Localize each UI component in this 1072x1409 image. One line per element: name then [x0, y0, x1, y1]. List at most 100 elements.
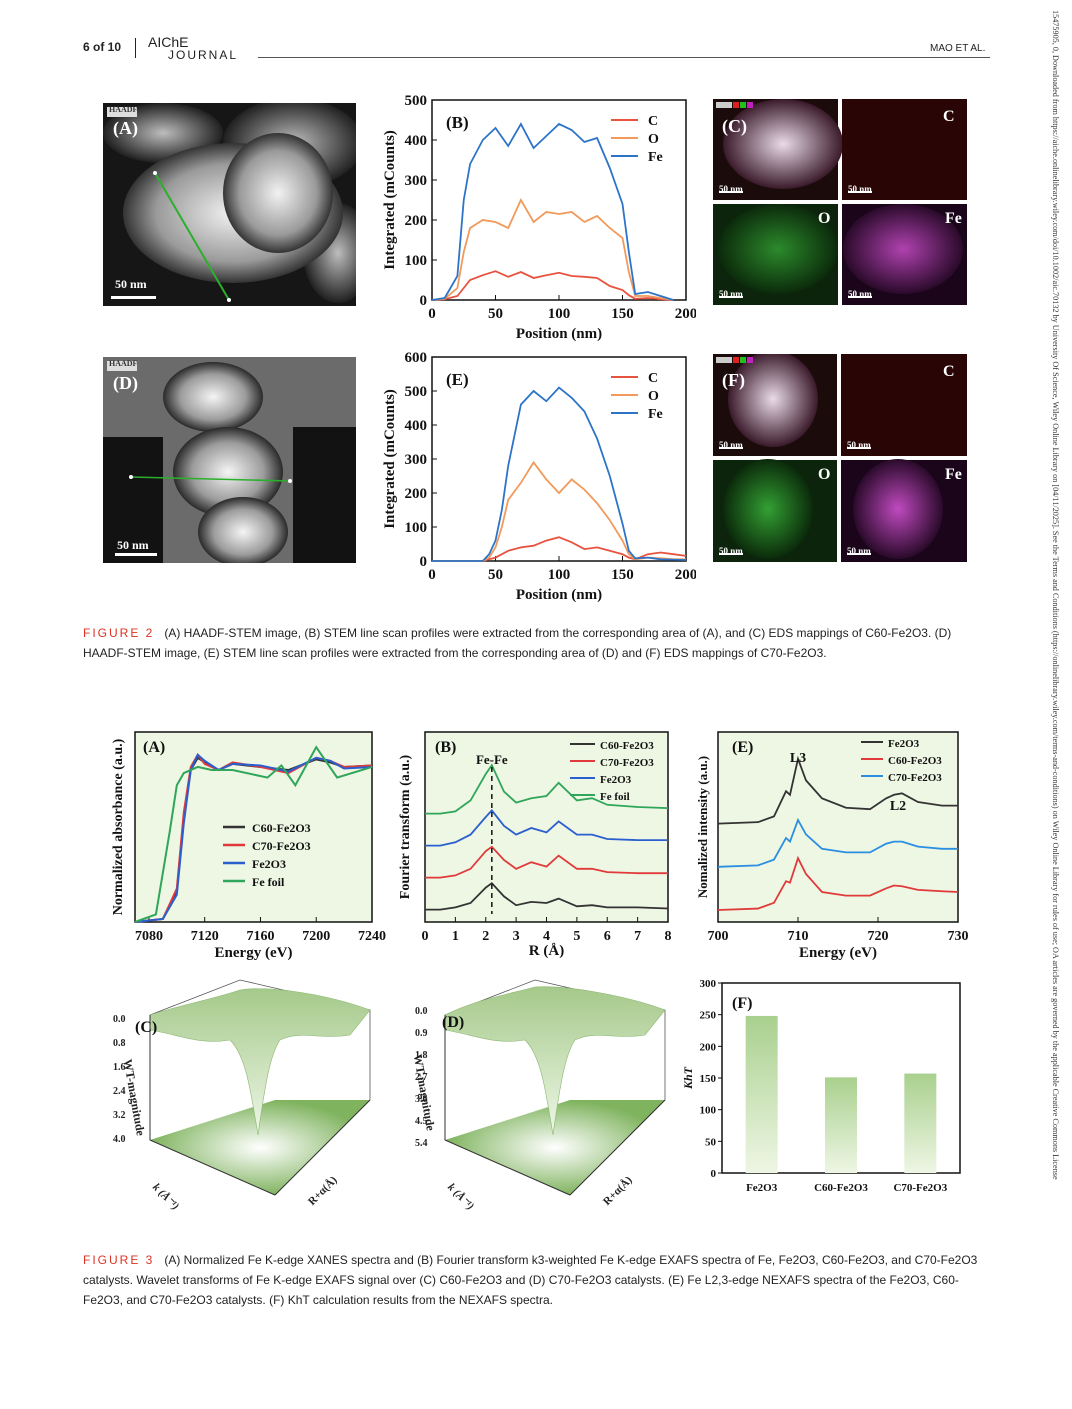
x-tick-label: 150 [611, 306, 634, 322]
legend-label: C60-Fe2O3 [888, 755, 942, 767]
legend-label: O [648, 132, 659, 147]
panel-label: (E) [446, 370, 469, 389]
x-axis-label: Position (nm) [516, 587, 602, 602]
bar [825, 1077, 857, 1173]
y-tick-label: 50 [705, 1136, 717, 1148]
eds-c-scale-4: 50 nm [848, 289, 872, 299]
legend-label: Fe2O3 [888, 738, 920, 750]
x-tick-label: 7120 [191, 929, 219, 944]
wd-ztick: 5.4 [415, 1133, 428, 1155]
header-rule [258, 57, 990, 58]
eds-f-tile-fe: Fe [945, 466, 962, 484]
x-axis-label: Energy (eV) [215, 945, 293, 961]
y-axis-label: Fourier transform (a.u.) [398, 754, 413, 899]
panel-label: (F) [732, 995, 752, 1012]
scale-bar-a: 50 nm [115, 277, 147, 292]
x-tick-label: 50 [488, 567, 503, 583]
y-tick-label: 300 [700, 978, 717, 990]
x-tick-label: 6 [604, 929, 611, 944]
stem-image-d [103, 357, 356, 563]
stem-image-d-drawing [103, 357, 356, 563]
category-label: C70-Fe2O3 [893, 1182, 947, 1194]
legend-label: C70-Fe2O3 [252, 839, 311, 853]
y-tick-label: 0 [711, 1168, 717, 1180]
x-tick-label: 7240 [358, 929, 386, 944]
eds-map-f-drawing [713, 354, 967, 562]
chart-fig3b: 0 1 2 3 4 5 6 7 8R (Å)Fourier transform (a.u.)(B… [395, 720, 685, 970]
wc-ztick: 0.0 [113, 1008, 126, 1032]
y-axis-label: Integrated (mCounts) [382, 389, 398, 529]
y-tick-label: 0 [420, 554, 428, 570]
y-tick-label: 500 [405, 384, 428, 400]
figure2-caption-text: (A) HAADF-STEM image, (B) STEM line scan… [83, 626, 951, 660]
eds-f-tile-o: O [818, 466, 830, 484]
haadf-badge-d: HAADF [109, 359, 137, 368]
journal-logo: AIChE JOURNAL [148, 36, 238, 61]
y-tick-label: 100 [405, 253, 428, 269]
wc-ztick: 4.0 [113, 1128, 126, 1152]
x-tick-label: 100 [548, 567, 571, 583]
y-tick-label: 100 [405, 520, 428, 536]
legend-label: O [648, 389, 659, 404]
x-tick-label: 730 [948, 929, 969, 944]
panel-label-f: (F) [722, 370, 745, 391]
legend-label: C [648, 371, 658, 386]
category-label: Fe2O3 [746, 1182, 778, 1194]
y-tick-label: 500 [405, 93, 428, 109]
wc-ztick: 0.8 [113, 1032, 126, 1056]
series-line-o [432, 200, 673, 300]
wd-ztick: 1.8 [415, 1045, 428, 1067]
eds-c-tile-c: C [943, 108, 955, 126]
x-axis-label: Position (nm) [516, 326, 602, 342]
x-tick-label: 7160 [246, 929, 274, 944]
y-tick-label: 200 [405, 213, 428, 229]
wd-ztick: 2.7 [415, 1067, 428, 1089]
legend-label: C60-Fe2O3 [252, 821, 311, 835]
panel-label-wd: (D) [442, 1014, 464, 1032]
x-tick-label: 2 [482, 929, 489, 944]
legend-label: Fe foil [252, 875, 285, 889]
chart-fig2b: 0 50 100 150 2000100200300400500Position (nm… [376, 92, 696, 342]
wd-ztick: 0.0 [415, 1001, 428, 1023]
x-tick-label: 5 [573, 929, 580, 944]
y-tick-label: 300 [405, 452, 428, 468]
y-axis-label: Normalized absorbance (a.u.) [111, 738, 126, 915]
eds-map-f [713, 354, 967, 562]
legend-label: Fe foil [600, 791, 630, 803]
header-separator [135, 38, 136, 58]
legend-label: Fe [648, 150, 663, 165]
x-tick-label: 7080 [135, 929, 163, 944]
panel-label-wc: (C) [135, 1019, 157, 1037]
wd-ztick: 4.5 [415, 1111, 428, 1133]
x-tick-label: 0 [428, 567, 436, 583]
x-tick-label: 100 [548, 306, 571, 322]
bar [746, 1016, 778, 1173]
y-tick-label: 400 [405, 418, 428, 434]
bar [904, 1074, 936, 1173]
y-tick-label: 0 [420, 293, 428, 309]
eds-map-c-drawing [713, 99, 967, 305]
stem-image-a-drawing [103, 103, 356, 306]
x-axis-label: R (Å) [529, 943, 564, 959]
legend-label: Fe2O3 [252, 857, 286, 871]
x-tick-label: 200 [675, 567, 696, 583]
scale-bar-d: 50 nm [117, 538, 149, 553]
chart-fig3a: 7080 7120 7160 7200 7240 Energy (eV) Normalize… [100, 720, 390, 970]
figure3-caption: FIGURE 3 (A) Normalized Fe K-edge XANES s… [83, 1250, 993, 1310]
eds-c-scale-2: 50 nm [848, 184, 872, 194]
y-tick-label: 200 [405, 486, 428, 502]
figure3-caption-label: FIGURE 3 [83, 1253, 154, 1267]
y-axis-label: Nomalized intensity (a.u.) [695, 756, 710, 898]
x-tick-label: 710 [788, 929, 809, 944]
x-tick-label: 50 [488, 306, 503, 322]
panel-label-d: (D) [113, 373, 138, 394]
wd-ztick: 0.9 [415, 1023, 428, 1045]
wc-ztick: 1.6 [113, 1056, 126, 1080]
x-tick-label: 200 [675, 306, 696, 322]
x-tick-label: 720 [868, 929, 889, 944]
legend-label: C70-Fe2O3 [888, 772, 942, 784]
chart-fig3e: 700 710 720 730Energy (eV)Nomalized intensi… [690, 720, 975, 970]
legend-label: Fe [648, 407, 663, 422]
eds-f-scale-3: 50 nm [719, 546, 743, 556]
eds-map-c [713, 99, 967, 305]
